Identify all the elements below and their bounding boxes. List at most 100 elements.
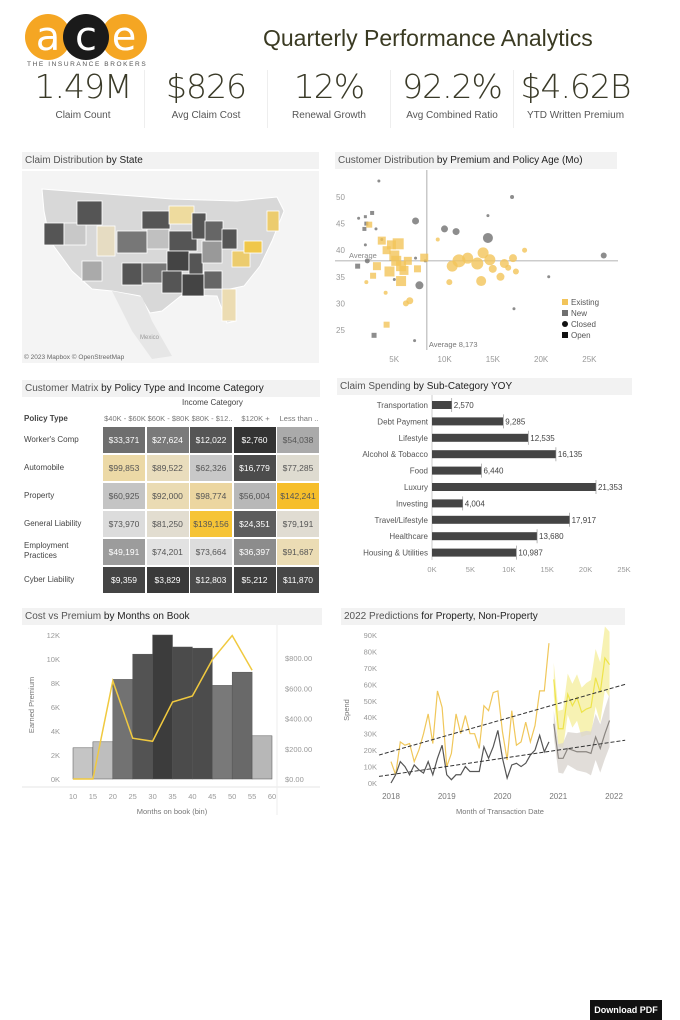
bar-value-label: 16,135 — [558, 450, 583, 459]
matrix-cell[interactable]: $92,000 — [145, 482, 190, 510]
matrix-cell[interactable]: $139,156 — [189, 510, 233, 538]
state-region — [203, 270, 223, 290]
matrix-cell[interactable]: $89,522 — [145, 454, 190, 482]
scatter-point — [383, 321, 390, 328]
row-label: Cyber Liability — [24, 575, 75, 584]
scatter-point — [392, 277, 396, 281]
row-label: Employment Practices — [24, 541, 69, 560]
matrix-cell[interactable]: $12,803 — [189, 566, 233, 594]
matrix-cell[interactable]: $27,624 — [145, 426, 190, 454]
matrix-cell[interactable]: $99,853 — [102, 454, 146, 482]
matrix-cell[interactable]: $91,687 — [276, 538, 320, 566]
map-attribution: © 2023 Mapbox © OpenStreetMap — [24, 353, 125, 361]
row-label: Property — [24, 491, 55, 500]
scatter-chart[interactable]: 25 30 35 40 45 50 5K 10K 15K 20K 25K Average Average… — [330, 170, 630, 370]
bar-value-label: 13,680 — [539, 532, 564, 541]
matrix-cell[interactable]: $73,664 — [189, 538, 233, 566]
scatter-point — [355, 263, 361, 269]
scatter-point — [509, 254, 518, 263]
x-tick-label: 5K — [466, 565, 475, 574]
category-label: Housing & Utilities — [363, 549, 428, 558]
matrix-cell[interactable]: $16,779 — [232, 454, 277, 482]
x-tick-label: 10K — [438, 355, 453, 364]
spending-bar-chart[interactable]: Transportation 2,570 Debt Payment 9,285 Life… — [337, 395, 637, 580]
scatter-point — [366, 221, 373, 228]
matrix-cell[interactable]: $56,004 — [232, 482, 277, 510]
matrix-cell[interactable]: $81,250 — [145, 510, 190, 538]
matrix-cell[interactable]: $5,212 — [232, 566, 277, 594]
scatter-point — [462, 252, 474, 264]
claim-map[interactable]: Mexico © 2023 Mapbox © OpenStreetMap — [22, 171, 319, 363]
scatter-point — [510, 195, 515, 199]
matrix-cell[interactable]: $62,326 — [189, 454, 233, 482]
bar-value-label: 4,004 — [465, 499, 486, 508]
scatter-point — [389, 250, 400, 261]
matrix-cell[interactable]: $11,870 — [276, 566, 320, 594]
kpi-card-3: 92.2% Avg Combined Ratio — [391, 70, 514, 128]
bar — [432, 515, 570, 524]
matrix-cell[interactable]: $2,760 — [232, 426, 277, 454]
x-tick-label: 15K — [486, 355, 501, 364]
average-y-label: Average — [349, 251, 377, 260]
forecast-title-suffix: for Property, Non-Property — [421, 611, 538, 622]
scatter-point — [384, 266, 395, 277]
kpi-card-1: $826 Avg Claim Cost — [145, 70, 268, 128]
y-tick-label: 0K — [368, 779, 377, 788]
y-axis-title: Earned Premium — [27, 677, 36, 733]
y-tick-label: 80K — [364, 647, 377, 656]
matrix-cell[interactable]: $54,038 — [276, 426, 320, 454]
matrix-cell[interactable]: $33,371 — [102, 426, 146, 454]
scatter-point — [488, 264, 497, 273]
cost-premium-chart[interactable]: 0K 2K 4K 6K 8K 10K 12K $0.00 $200.00 $400.00 $600.… — [22, 625, 322, 820]
category-label: Debt Payment — [377, 417, 428, 426]
bar-value-label: 6,440 — [483, 467, 504, 476]
matrix-cell[interactable]: $3,829 — [145, 566, 190, 594]
x-tick-label: 20K — [579, 565, 592, 574]
category-label: Lifestyle — [399, 434, 429, 443]
bar — [432, 450, 556, 459]
x-tick-label: 35 — [168, 792, 176, 801]
matrix-cell[interactable]: $49,191 — [102, 538, 146, 566]
matrix-cell[interactable]: $9,359 — [102, 566, 146, 594]
download-pdf-button[interactable]: Download PDF — [590, 1000, 662, 1020]
bar — [432, 532, 538, 541]
x-tick-label: 20K — [534, 355, 549, 364]
matrix-cell[interactable]: $12,022 — [189, 426, 233, 454]
combo-title-suffix: by Months on Book — [103, 611, 190, 622]
scatter-point — [403, 256, 412, 265]
matrix-cell[interactable]: $79,191 — [276, 510, 320, 538]
y-tick-label: 0K — [51, 775, 60, 784]
state-region — [141, 210, 171, 230]
matrix-cell[interactable]: $98,774 — [189, 482, 233, 510]
scatter-point — [441, 225, 448, 233]
matrix-cell[interactable]: $77,285 — [276, 454, 320, 482]
matrix-cell[interactable]: $60,925 — [102, 482, 146, 510]
state-region — [221, 228, 238, 250]
scatter-point — [476, 276, 487, 287]
state-region — [116, 230, 148, 254]
histogram-bar — [72, 747, 94, 780]
non-property-trend-line — [378, 739, 626, 777]
scatter-point — [363, 243, 367, 247]
forecast-line-chart[interactable]: 0K 10K 20K 30K 40K 50K 60K 70K 80K 90K 2018 2019 202… — [335, 625, 635, 820]
matrix-title: Customer Matrix by Policy Type and Incom… — [22, 380, 320, 397]
cost-line — [73, 634, 253, 780]
x-tick-label: 30 — [148, 792, 156, 801]
bar-value-label: 10,987 — [518, 549, 543, 558]
kpi-card-4: $4.62B YTD Written Premium — [514, 70, 637, 128]
matrix-cell[interactable]: $74,201 — [145, 538, 190, 566]
matrix-cell[interactable]: $36,397 — [232, 538, 277, 566]
matrix-cell[interactable]: $142,241 — [276, 482, 320, 510]
legend-swatch — [562, 321, 568, 327]
histogram-bar — [212, 685, 233, 780]
state-region — [43, 222, 65, 246]
kpi-label: YTD Written Premium — [526, 110, 625, 121]
non-property-forecast-band — [553, 694, 610, 776]
scatter-point — [382, 246, 391, 255]
y-tick-label: 90K — [364, 631, 377, 640]
property-forecast-band — [553, 626, 610, 748]
matrix-cell[interactable]: $73,970 — [102, 510, 146, 538]
scatter-point — [413, 265, 421, 273]
matrix-cell[interactable]: $24,351 — [232, 510, 277, 538]
kpi-value: 1.49M — [34, 67, 133, 106]
